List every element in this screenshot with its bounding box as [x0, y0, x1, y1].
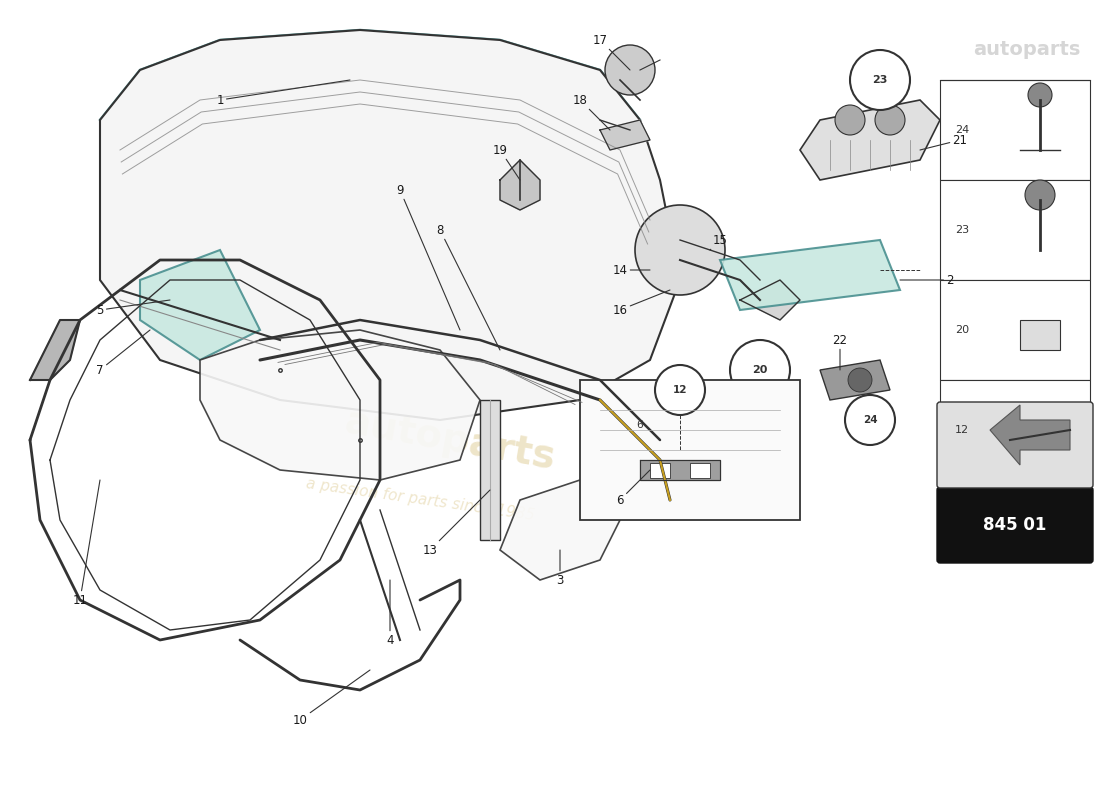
- Text: 4: 4: [386, 580, 394, 646]
- Circle shape: [845, 395, 895, 445]
- Text: 23: 23: [872, 75, 888, 85]
- Text: 3: 3: [557, 550, 563, 586]
- Circle shape: [654, 365, 705, 415]
- FancyBboxPatch shape: [940, 280, 1090, 380]
- Text: 11: 11: [73, 480, 100, 606]
- Polygon shape: [640, 460, 720, 480]
- Polygon shape: [100, 30, 640, 230]
- Circle shape: [1025, 180, 1055, 210]
- Text: 7: 7: [97, 330, 150, 377]
- Polygon shape: [720, 240, 900, 310]
- Polygon shape: [140, 250, 260, 360]
- Circle shape: [1028, 83, 1052, 107]
- Text: 20: 20: [752, 365, 768, 375]
- Text: 6: 6: [616, 470, 650, 506]
- Text: 24: 24: [862, 415, 878, 425]
- FancyBboxPatch shape: [937, 402, 1093, 488]
- Polygon shape: [100, 30, 680, 420]
- Circle shape: [1000, 430, 1020, 450]
- Text: 12: 12: [955, 425, 969, 435]
- Polygon shape: [800, 100, 940, 180]
- Text: 15: 15: [710, 234, 727, 250]
- Text: 12: 12: [673, 385, 688, 395]
- Circle shape: [730, 340, 790, 400]
- Polygon shape: [990, 405, 1070, 465]
- Polygon shape: [500, 480, 620, 580]
- Text: 10: 10: [293, 670, 370, 726]
- Text: 5: 5: [97, 300, 170, 317]
- Polygon shape: [600, 120, 650, 150]
- Text: 18: 18: [573, 94, 610, 130]
- FancyBboxPatch shape: [937, 487, 1093, 563]
- Circle shape: [605, 45, 654, 95]
- Text: 17: 17: [593, 34, 630, 70]
- Text: 8: 8: [437, 223, 501, 350]
- Text: 22: 22: [833, 334, 847, 370]
- Circle shape: [848, 368, 872, 392]
- Text: 24: 24: [955, 125, 969, 135]
- Text: a passion for parts since 1985: a passion for parts since 1985: [305, 477, 536, 523]
- FancyBboxPatch shape: [1020, 320, 1060, 350]
- Text: 2: 2: [900, 274, 954, 286]
- Circle shape: [850, 50, 910, 110]
- FancyBboxPatch shape: [650, 463, 670, 478]
- FancyBboxPatch shape: [580, 380, 800, 520]
- Text: 19: 19: [493, 143, 520, 180]
- Circle shape: [835, 105, 865, 135]
- Polygon shape: [740, 280, 800, 320]
- Text: 21: 21: [920, 134, 968, 150]
- Circle shape: [874, 105, 905, 135]
- FancyBboxPatch shape: [940, 80, 1090, 180]
- Text: 845 01: 845 01: [983, 516, 1047, 534]
- Text: 23: 23: [955, 225, 969, 235]
- Text: 20: 20: [955, 325, 969, 335]
- Circle shape: [635, 205, 725, 295]
- Polygon shape: [820, 360, 890, 400]
- Text: 6: 6: [637, 420, 644, 430]
- Text: 9: 9: [396, 183, 460, 330]
- Text: 14: 14: [613, 263, 650, 277]
- FancyBboxPatch shape: [940, 380, 1090, 480]
- FancyBboxPatch shape: [940, 180, 1090, 280]
- Polygon shape: [500, 160, 540, 210]
- Polygon shape: [200, 330, 480, 480]
- Text: 13: 13: [422, 490, 490, 557]
- Polygon shape: [480, 400, 501, 540]
- Text: autoparts: autoparts: [341, 402, 559, 478]
- Polygon shape: [30, 320, 80, 380]
- Text: autoparts: autoparts: [972, 40, 1080, 59]
- FancyBboxPatch shape: [690, 463, 710, 478]
- Text: 1: 1: [217, 80, 350, 106]
- Text: 16: 16: [613, 290, 670, 317]
